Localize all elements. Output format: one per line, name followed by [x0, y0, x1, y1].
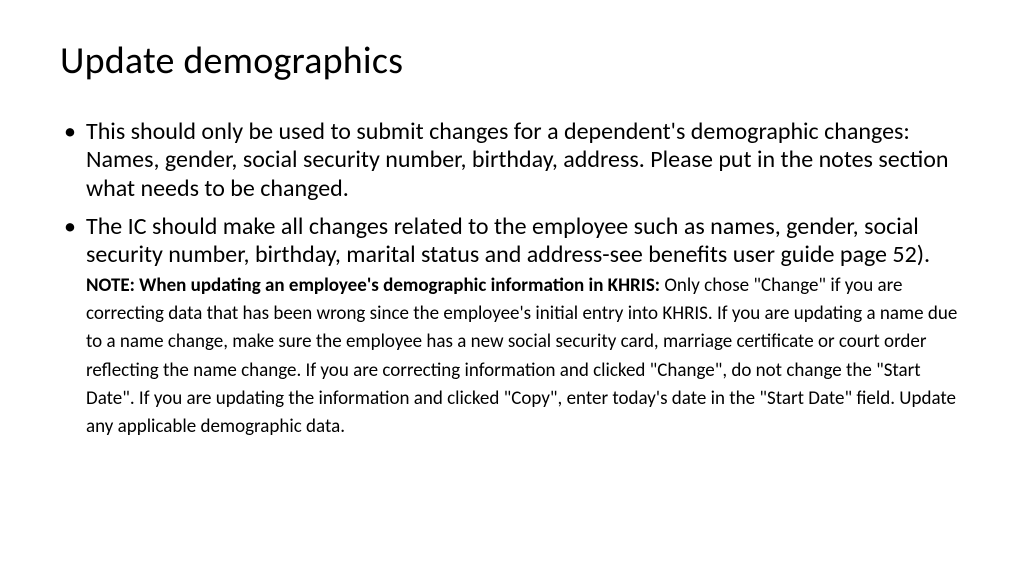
- note-body: Only chose "Change" if you are correctin…: [86, 274, 957, 439]
- slide-container: Update demographics This should only be …: [0, 0, 1024, 576]
- bullet-item: The IC should make all changes related t…: [60, 213, 964, 440]
- slide-title: Update demographics: [60, 38, 964, 84]
- bullet-list: This should only be used to submit chang…: [60, 118, 964, 439]
- bullet-lead-text: The IC should make all changes related t…: [86, 212, 930, 269]
- bullet-item: This should only be used to submit chang…: [60, 118, 964, 203]
- note-label: NOTE: When updating an employee's demogr…: [86, 274, 664, 297]
- bullet-text: This should only be used to submit chang…: [86, 117, 948, 203]
